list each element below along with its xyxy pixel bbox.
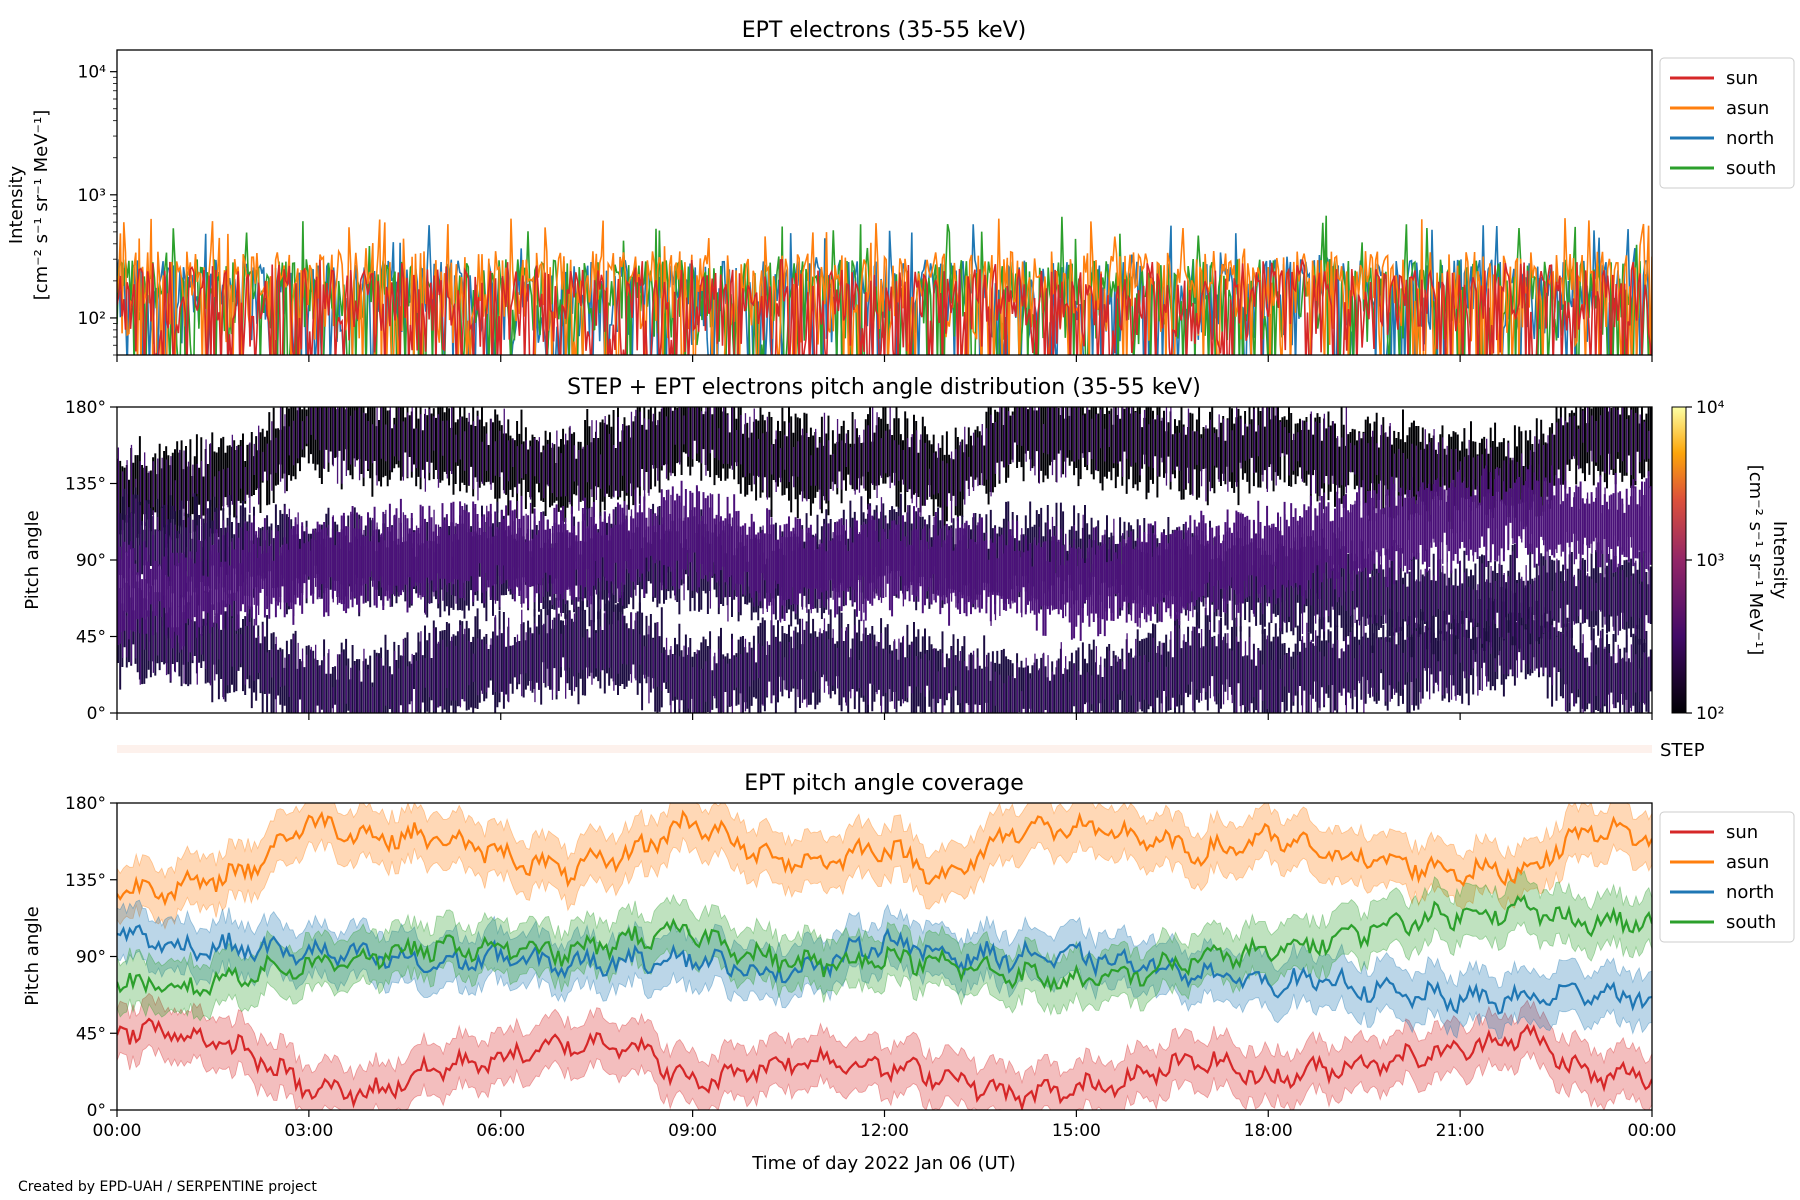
y-tick-label: 10² <box>78 309 106 329</box>
panel3-lines <box>117 809 1652 1110</box>
panel3-ylabel: Pitch angle <box>22 906 43 1005</box>
x-tick-label: 00:00 <box>93 1121 142 1141</box>
colorbar <box>1671 406 1687 714</box>
x-tick-label: 03:00 <box>284 1121 333 1141</box>
x-tick-label: 09:00 <box>668 1121 717 1141</box>
y-tick-label: 135° <box>65 871 106 891</box>
panel2-heatmap <box>117 407 1652 713</box>
panel1-title: EPT electrons (35-55 keV) <box>742 18 1027 43</box>
y-tick-label: 90° <box>76 948 106 968</box>
panel2-ylabel: Pitch angle <box>22 510 43 609</box>
band-north <box>117 899 1652 1040</box>
x-tick-label: 06:00 <box>476 1121 525 1141</box>
series-asun-line <box>117 218 1652 355</box>
band-asun <box>117 803 1652 930</box>
y-tick-label: 180° <box>65 794 106 814</box>
panel1-legend: sun asun north south <box>1659 57 1795 189</box>
line-asun <box>117 809 1652 907</box>
legend1-sun: sun <box>1726 68 1758 89</box>
y-tick-label: 10⁴ <box>78 63 107 83</box>
legend3-south: south <box>1726 912 1776 933</box>
panel3-y-ticks: 0° 45° 90° 135° 180° <box>65 794 117 1121</box>
panel2-x-ticks <box>116 713 1653 720</box>
colorbar-ticks: 10² 10³ 10⁴ <box>1686 398 1725 724</box>
legend3-north: north <box>1726 882 1774 903</box>
y-tick-label: 45° <box>76 628 106 648</box>
panel1-ylabel-line2: [cm⁻² s⁻¹ sr⁻¹ MeV⁻¹] <box>31 110 52 301</box>
band-sun <box>117 992 1652 1110</box>
y-tick-label: 180° <box>65 398 106 418</box>
colorbar-label-line1: Intensity <box>1769 521 1790 600</box>
legend1-asun: asun <box>1726 98 1769 119</box>
colorbar-tick-label: 10³ <box>1696 551 1724 571</box>
x-tick-label: 21:00 <box>1436 1121 1485 1141</box>
x-tick-label: 18:00 <box>1244 1121 1293 1141</box>
y-tick-label: 10³ <box>78 186 106 206</box>
panel-coverage: EPT pitch angle coverage 0° 45° 90° 135° 180… <box>22 771 1795 1174</box>
y-tick-label: 90° <box>76 551 106 571</box>
panel-intensity: EPT electrons (35-55 keV) 10² 10³ 10⁴ Inte… <box>6 18 1795 362</box>
legend3-sun: sun <box>1726 822 1758 843</box>
y-tick-label: 0° <box>87 704 106 724</box>
colorbar-tick-label: 10² <box>1696 704 1724 724</box>
panel1-series <box>117 215 1652 355</box>
legend1-south: south <box>1726 158 1776 179</box>
panel2-title: STEP + EPT electrons pitch angle distrib… <box>567 375 1201 400</box>
panel1-x-ticks <box>116 355 1653 362</box>
panel1-y-ticks: 10² 10³ 10⁴ <box>78 63 117 356</box>
step-label: STEP <box>1660 740 1705 761</box>
y-tick-label: 45° <box>76 1024 106 1044</box>
line-sun <box>117 1017 1652 1110</box>
line-north <box>117 924 1652 1015</box>
step-strip <box>117 745 1652 753</box>
panel3-x-ticks: 00:00 03:00 06:00 09:00 12:00 15:00 18:00 21:00… <box>93 1110 1677 1141</box>
panel3-legend: sun asun north south <box>1659 811 1795 943</box>
colorbar-tick-label: 10⁴ <box>1696 398 1725 418</box>
line-south <box>117 894 1652 998</box>
panel-pad: STEP + EPT electrons pitch angle distrib… <box>22 375 1790 761</box>
legend1-north: north <box>1726 128 1774 149</box>
x-tick-label: 15:00 <box>1052 1121 1101 1141</box>
credit-text: Created by EPD-UAH / SERPENTINE project <box>18 1179 317 1195</box>
y-tick-label: 135° <box>65 475 106 495</box>
x-tick-label: 00:00 <box>1628 1121 1677 1141</box>
x-tick-label: 12:00 <box>860 1121 909 1141</box>
x-axis-label: Time of day 2022 Jan 06 (UT) <box>751 1153 1016 1174</box>
panel1-ylabel-line1: Intensity <box>6 165 27 244</box>
series-sun-line <box>117 259 1652 355</box>
colorbar-label-line2: [cm⁻² s⁻¹ sr⁻¹ MeV⁻¹] <box>1745 465 1766 656</box>
legend3-asun: asun <box>1726 852 1769 873</box>
panel2-y-ticks: 0° 45° 90° 135° 180° <box>65 398 117 724</box>
panel3-title: EPT pitch angle coverage <box>744 771 1024 796</box>
y-tick-label: 0° <box>87 1101 106 1121</box>
